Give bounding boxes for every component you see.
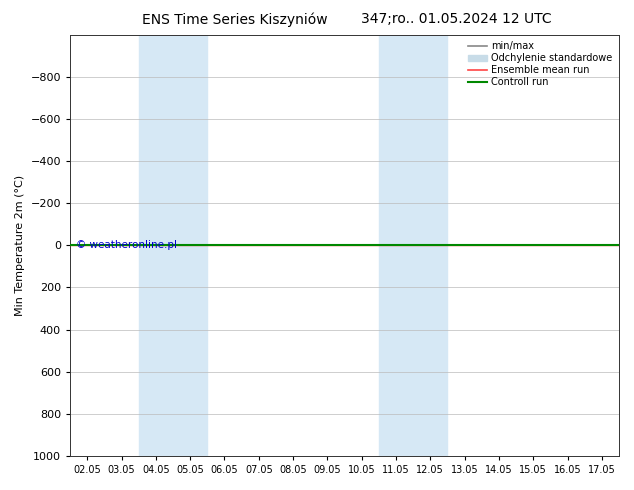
Text: ENS Time Series Kiszyniów: ENS Time Series Kiszyniów — [142, 12, 327, 27]
Text: © weatheronline.pl: © weatheronline.pl — [75, 240, 177, 250]
Text: 347;ro.. 01.05.2024 12 UTC: 347;ro.. 01.05.2024 12 UTC — [361, 12, 552, 26]
Bar — [379, 35, 448, 456]
Bar — [139, 35, 207, 456]
Legend: min/max, Odchylenie standardowe, Ensemble mean run, Controll run: min/max, Odchylenie standardowe, Ensembl… — [465, 40, 614, 89]
Y-axis label: Min Temperature 2m (°C): Min Temperature 2m (°C) — [15, 175, 25, 316]
